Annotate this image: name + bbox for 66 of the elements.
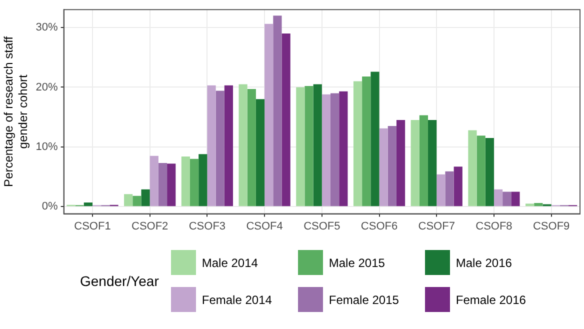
legend-label: Female 2016 <box>456 292 526 306</box>
bar <box>353 81 362 206</box>
bar <box>339 91 348 206</box>
legend-label: Male 2015 <box>328 256 385 270</box>
legend-title: Gender/Year <box>80 273 159 289</box>
bar <box>322 94 331 206</box>
bar <box>132 196 142 206</box>
bar <box>454 166 462 206</box>
bar <box>296 87 305 206</box>
bar <box>388 126 396 206</box>
bar <box>534 203 543 206</box>
x-tick-label: CSOF1 <box>74 220 111 232</box>
bar <box>150 156 158 206</box>
bar <box>247 89 256 206</box>
bar <box>198 154 208 206</box>
bar <box>84 202 92 206</box>
legend-label: Male 2016 <box>456 256 512 270</box>
bar <box>282 33 290 206</box>
bar <box>468 130 477 206</box>
bar <box>141 189 150 206</box>
bar <box>379 128 388 206</box>
bar <box>370 72 380 206</box>
bar <box>181 156 190 206</box>
bar <box>224 85 234 206</box>
x-tick-label: CSOF8 <box>476 220 512 232</box>
y-axis-title: Percentage of research staff gender cohort <box>2 36 30 187</box>
bar <box>410 120 420 206</box>
bar <box>273 16 282 206</box>
bar <box>511 192 520 206</box>
y-tick-label: 20% <box>36 81 58 94</box>
bar <box>419 115 428 206</box>
bar <box>216 90 224 206</box>
bar <box>256 99 265 206</box>
x-tick-label: CSOF4 <box>246 220 283 232</box>
x-tick-label: CSOF6 <box>360 220 398 232</box>
x-tick-label: CSOF9 <box>532 220 570 232</box>
bar <box>313 84 322 206</box>
bar <box>158 163 168 206</box>
bar <box>207 85 216 206</box>
bar <box>330 93 340 206</box>
y-tick-label: 30% <box>36 22 58 34</box>
bar <box>362 76 371 206</box>
bar <box>445 171 454 206</box>
bar <box>485 138 494 206</box>
bar <box>190 158 199 206</box>
bar <box>526 204 534 206</box>
legend-label: Male 2014 <box>202 256 258 270</box>
bar <box>502 192 512 206</box>
x-tick-label: CSOF3 <box>188 220 226 232</box>
legend-label: Female 2015 <box>328 292 399 306</box>
bar <box>428 120 437 206</box>
bar <box>167 164 176 206</box>
x-tick-label: CSOF5 <box>304 220 340 232</box>
bar <box>436 174 446 206</box>
bar <box>304 86 314 206</box>
bar <box>264 24 274 206</box>
bar <box>124 194 133 206</box>
y-tick-label: 0% <box>42 200 58 213</box>
bar <box>494 189 503 206</box>
x-tick-label: CSOF2 <box>132 220 168 232</box>
x-tick-label: CSOF7 <box>418 220 455 232</box>
bar <box>238 84 248 206</box>
bar <box>396 120 406 206</box>
y-tick-label: 10% <box>36 140 58 153</box>
legend-label: Female 2014 <box>202 292 272 306</box>
bar <box>476 136 486 206</box>
